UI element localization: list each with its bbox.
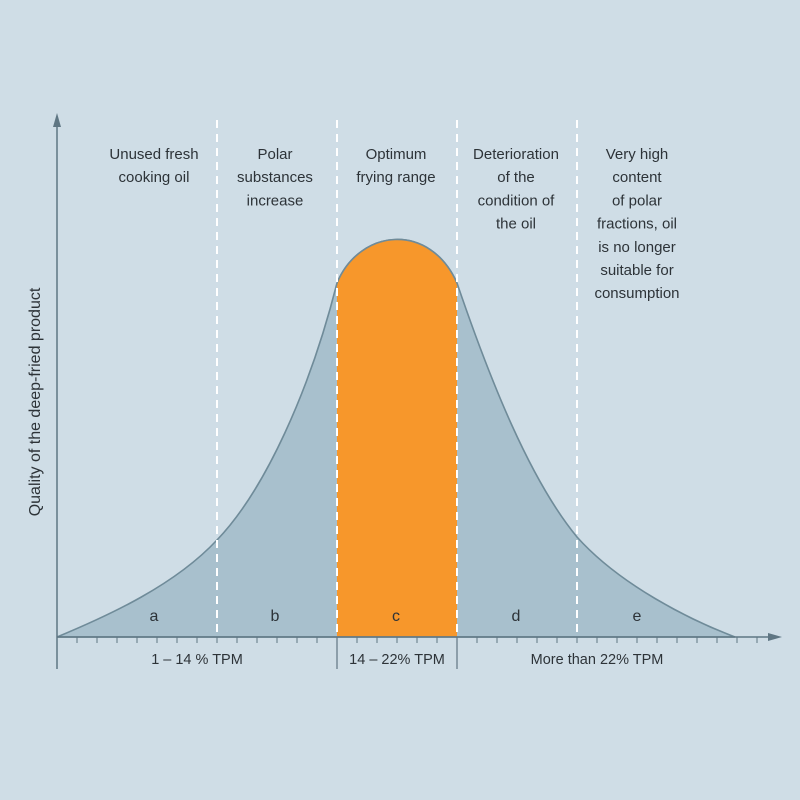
zone-description-line: fractions, oil (597, 216, 677, 233)
optimum-curve-outline (337, 238, 457, 637)
zone-description-line: the oil (496, 216, 536, 233)
optimum-range-area (337, 239, 457, 637)
zone-description-a: Unused fresh cooking oil (109, 146, 198, 186)
zone-letter-c: c (392, 608, 400, 625)
zone-description-line: Optimum (366, 146, 427, 163)
zone-description-line: is no longer (598, 239, 676, 256)
tpm-range-label-2: 14 – 22% TPM (349, 652, 445, 668)
zone-description-line: Deterioration (473, 146, 559, 163)
y-axis-arrow (53, 113, 61, 127)
zone-description-line: cooking oil (119, 169, 190, 186)
zone-letter-e: e (633, 608, 642, 625)
zone-description-line: increase (247, 192, 304, 209)
zone-letter-a: a (150, 608, 159, 625)
zone-description-line: consumption (594, 285, 679, 302)
zone-description-c: Optimum frying range (356, 146, 435, 186)
y-axis-label: Quality of the deep-fried product (27, 287, 44, 516)
tpm-range-label-3: More than 22% TPM (531, 652, 664, 668)
zone-description-line: of polar (612, 192, 662, 209)
tpm-range-label-1: 1 – 14 % TPM (151, 652, 243, 668)
zone-letter-b: b (271, 608, 280, 625)
zone-description-d: Deterioration of the condition of the oil (473, 146, 559, 233)
zone-description-line: Very high (606, 146, 669, 163)
zone-description-line: suitable for (600, 262, 673, 279)
zone-description-line: Unused fresh (109, 146, 198, 163)
x-axis-arrow (768, 633, 782, 641)
zone-description-b: Polar substances increase (237, 146, 313, 209)
zone-description-line: condition of (478, 192, 556, 209)
zone-description-line: of the (497, 169, 535, 186)
zone-letter-d: d (512, 608, 521, 625)
zone-description-line: content (612, 169, 662, 186)
zone-description-line: substances (237, 169, 313, 186)
zone-description-line: Polar (257, 146, 292, 163)
zone-description-line: frying range (356, 169, 435, 186)
zone-description-e: Very high content of polar fractions, oil is… (594, 146, 679, 302)
